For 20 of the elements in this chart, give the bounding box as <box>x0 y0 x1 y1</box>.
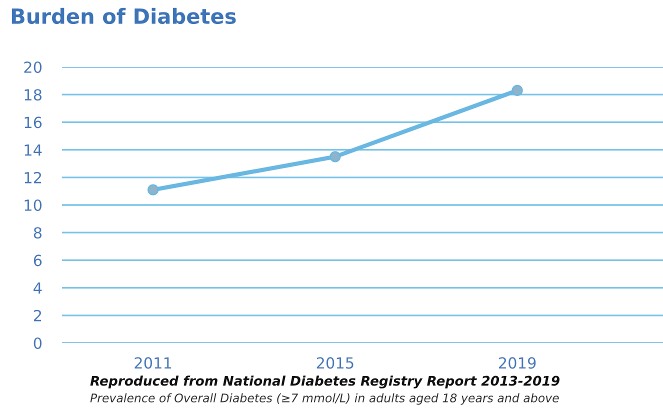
y-tick-label: 16 <box>24 116 42 128</box>
text: Prevalence of Overall Diabetes (≥7 mmol/L) in adults aged 18 years and above <box>90 393 559 405</box>
y-tick-label: 4 <box>34 282 42 294</box>
point <box>330 151 341 162</box>
x-tick-label: 2019 <box>498 357 536 369</box>
y-tick-label: 2 <box>34 310 42 322</box>
point <box>148 184 159 196</box>
y-tick-label: 18 <box>24 89 42 101</box>
y-tick-label: 6 <box>34 254 42 266</box>
y-tick-label: 10 <box>24 199 42 212</box>
y-tick-label: 20 <box>24 61 42 74</box>
chart-title: Burden of Diabetes <box>12 8 236 24</box>
x-tick-label: 2015 <box>316 357 354 369</box>
text: Reproduced from National Diabetes Registry Report 2013-2019 <box>90 376 560 388</box>
point <box>512 84 523 96</box>
y-tick-label: 8 <box>34 227 42 239</box>
y-tick-label: 12 <box>24 172 42 184</box>
y-tick-label: 14 <box>24 144 42 156</box>
x-tick-label: 2011 <box>134 357 172 369</box>
y-tick-label: 0 <box>34 337 42 350</box>
